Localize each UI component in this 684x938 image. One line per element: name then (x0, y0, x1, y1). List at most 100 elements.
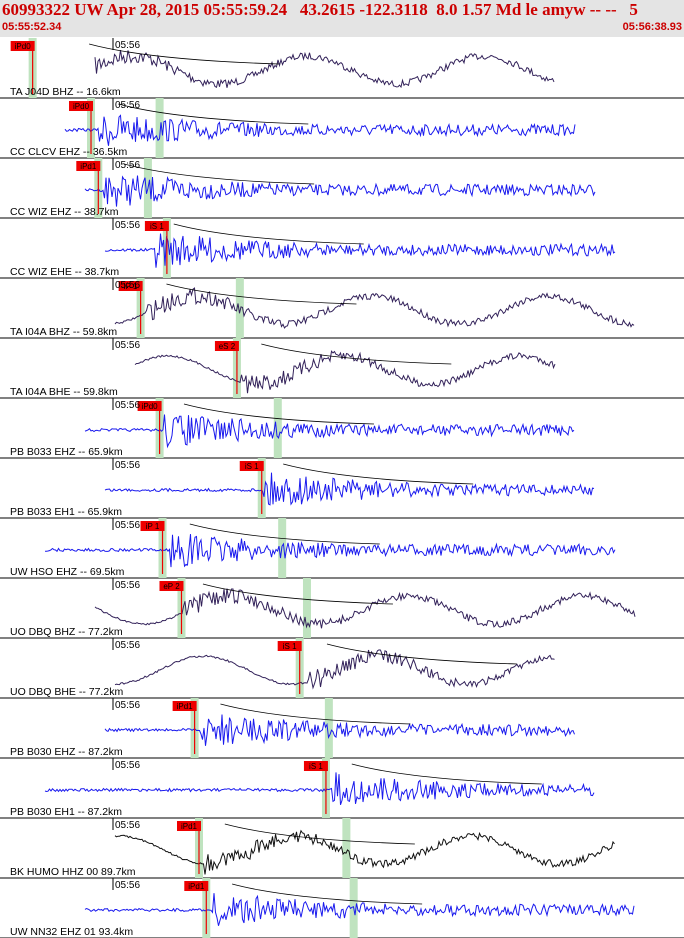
pick-flag[interactable] (239, 461, 264, 471)
window-end-time: 05:56:38.93 (622, 21, 682, 33)
channel-label: CC WIZ EHE -- 38.7km (10, 266, 119, 278)
pick-label: iP 1 (124, 282, 138, 291)
minute-tick-label: 05:56 (115, 280, 140, 291)
pick-label: iPd1 (181, 822, 198, 831)
pick-flag[interactable] (176, 821, 201, 831)
theoretical-curve (232, 883, 423, 905)
minute-tick-label: 05:56 (115, 520, 140, 531)
pick-flag[interactable] (303, 761, 328, 771)
pick-flag[interactable] (159, 581, 184, 591)
channel-label: PB B033 EH1 -- 65.9km (10, 506, 122, 518)
pick-label: iPd0 (142, 402, 159, 411)
pick-label: iPd1 (80, 162, 97, 171)
pick-flag[interactable] (76, 161, 101, 171)
pick-flag[interactable] (118, 281, 143, 291)
waveform-trace (84, 414, 575, 449)
channel-label: CC WIZ EHZ -- 38.7km (10, 206, 119, 218)
pick-flag[interactable] (214, 341, 239, 351)
channel-label: PB B030 EHZ -- 87.2km (10, 746, 123, 758)
pick-label: iPd1 (177, 702, 194, 711)
minute-tick-label: 05:56 (115, 640, 140, 651)
minute-tick-label: 05:56 (115, 400, 140, 411)
channel-label: TA I04A BHZ -- 59.8km (10, 326, 117, 338)
pick-label: iP 1 (146, 522, 160, 531)
pick-window-band (273, 398, 282, 458)
channel-label: PB B030 EH1 -- 87.2km (10, 806, 122, 818)
theoretical-curve (326, 643, 517, 665)
window-start-time: 05:55:52.34 (2, 21, 62, 33)
waveform-trace (114, 829, 615, 875)
waveform-trace (94, 588, 636, 629)
theoretical-curve (283, 463, 474, 485)
channel-label: UW NN32 EHZ 01 93.4km (10, 926, 133, 938)
minute-tick-label: 05:56 (115, 100, 140, 111)
waveform-trace (134, 350, 556, 394)
pick-flag[interactable] (144, 221, 169, 231)
pick-flag[interactable] (140, 521, 165, 531)
minute-tick-label: 05:56 (115, 580, 140, 591)
channel-label: BK HUMO HHZ 00 89.7km (10, 866, 136, 878)
minute-tick-label: 05:56 (115, 760, 140, 771)
pick-window-band (302, 578, 311, 638)
waveform-trace (104, 472, 595, 506)
theoretical-curve (220, 703, 411, 725)
minute-tick-label: 05:56 (115, 220, 140, 231)
pick-flag[interactable] (137, 401, 162, 411)
theoretical-curve (166, 283, 357, 305)
waveform-trace (104, 714, 575, 746)
pick-window-band (155, 98, 164, 158)
channel-label: PB B033 EHZ -- 65.9km (10, 446, 123, 458)
channel-label: UW HSO EHZ -- 69.5km (10, 566, 125, 578)
waveform-trace (44, 772, 595, 805)
theoretical-curve (351, 763, 542, 785)
minute-tick-label: 05:56 (115, 880, 140, 891)
waveform-trace (104, 233, 616, 268)
waveform-trace (64, 114, 576, 146)
pick-window-band (342, 818, 351, 878)
theoretical-curve (261, 343, 452, 365)
waveform-trace (84, 175, 596, 207)
pick-label: iS 1 (309, 762, 323, 771)
channel-label: TA J04D BHZ -- 16.6km (10, 86, 121, 98)
pick-flag[interactable] (69, 101, 94, 111)
theoretical-curve (173, 223, 364, 245)
theoretical-curve (118, 103, 309, 125)
pick-label: iS 1 (283, 642, 297, 651)
channel-label: CC CLCV EHZ -- 36.5km (10, 146, 128, 158)
waveform-trace (114, 287, 635, 329)
minute-tick-label: 05:56 (115, 820, 140, 831)
pick-window-band (235, 278, 244, 338)
theoretical-curve (124, 163, 315, 185)
theoretical-curve (189, 523, 380, 545)
pick-flag[interactable] (10, 41, 35, 51)
channel-label: TA I04A BHE -- 59.8km (10, 386, 118, 398)
event-title: 60993322 UW Apr 28, 2015 05:55:59.24 43.… (2, 0, 638, 19)
minute-tick-label: 05:56 (115, 160, 140, 171)
pick-label: iPd0 (73, 102, 90, 111)
pick-window-band (324, 698, 333, 758)
waveform-trace (84, 893, 635, 926)
theoretical-curve (89, 43, 280, 65)
pick-label: eS 2 (219, 342, 236, 351)
pick-flag[interactable] (277, 641, 302, 651)
pick-label: iPd0 (15, 42, 32, 51)
minute-tick-label: 05:56 (115, 700, 140, 711)
pick-flag[interactable] (184, 881, 209, 891)
theoretical-curve (202, 583, 393, 605)
pick-flag[interactable] (172, 701, 197, 711)
waveform-trace (94, 50, 555, 89)
waveform-trace (44, 534, 616, 568)
minute-tick-label: 05:56 (115, 340, 140, 351)
pick-label: iS 1 (150, 222, 164, 231)
theoretical-curve (224, 823, 415, 845)
pick-label: eP 2 (163, 582, 180, 591)
minute-tick-label: 05:56 (115, 460, 140, 471)
minute-tick-label: 05:56 (115, 40, 140, 51)
pick-label: iS 1 (245, 462, 259, 471)
channel-label: UO DBQ BHE -- 77.2km (10, 686, 123, 698)
theoretical-curve (183, 403, 374, 425)
waveform-trace (114, 649, 555, 690)
channel-label: UO DBQ BHZ -- 77.2km (10, 626, 123, 638)
pick-label: iPd1 (188, 882, 205, 891)
